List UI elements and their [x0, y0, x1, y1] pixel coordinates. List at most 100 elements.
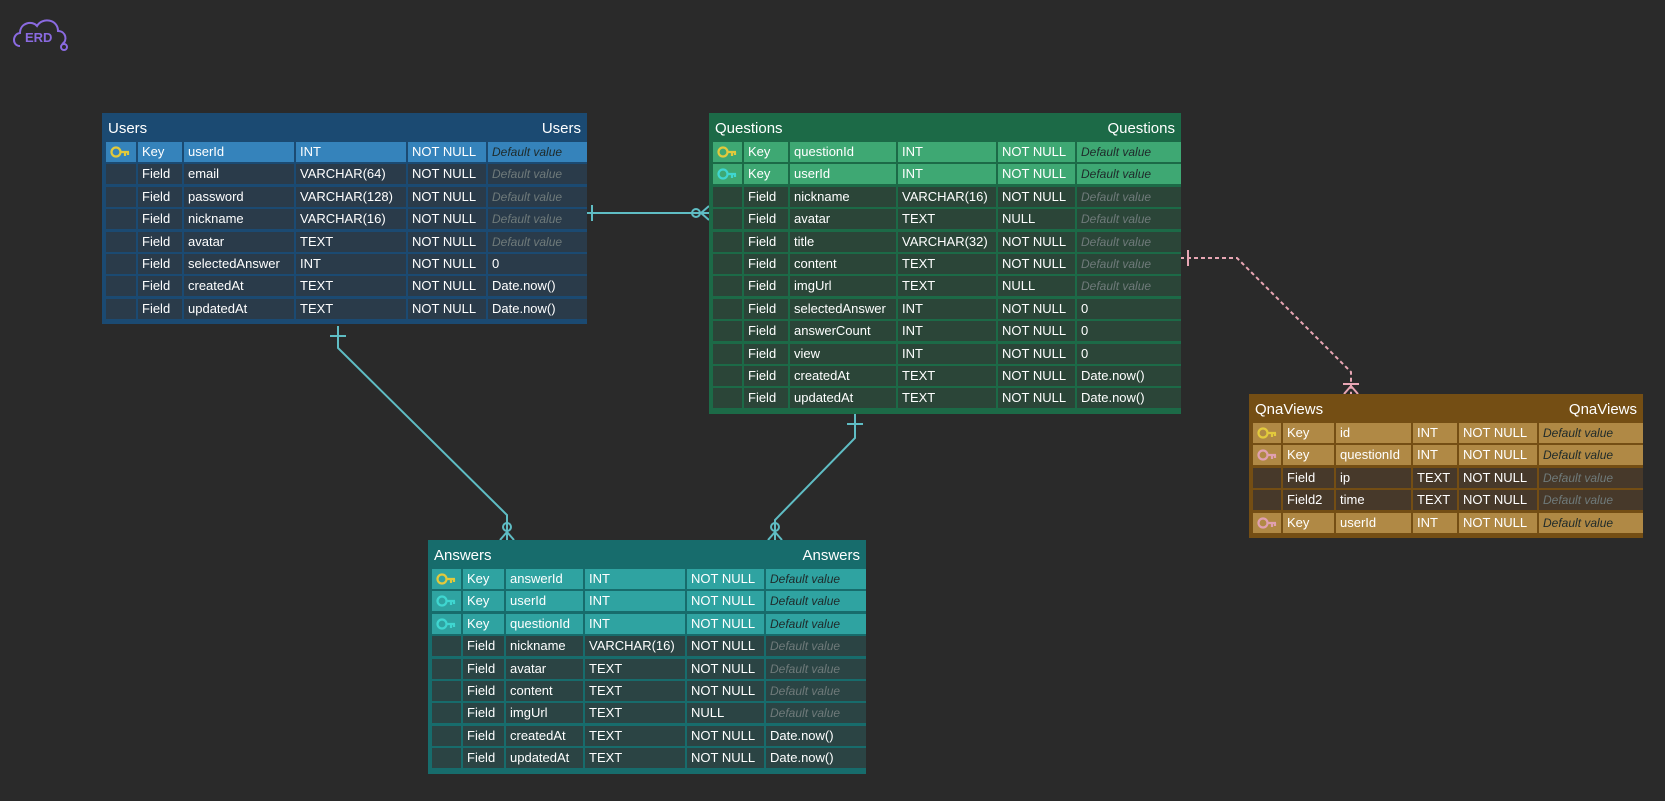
table-row: Field content TEXT NOT NULL Default value [713, 254, 1181, 274]
column-default: Default value [488, 164, 587, 185]
key-icon-cell [713, 164, 742, 185]
key-icon-cell [1253, 423, 1281, 443]
column-null: NOT NULL [687, 681, 764, 701]
column-type: TEXT [296, 231, 406, 252]
key-icon-cell [432, 703, 461, 724]
column-name: createdAt [184, 276, 294, 297]
column-null: NOT NULL [1459, 445, 1537, 466]
key-icon-cell [1253, 445, 1281, 466]
table-row: Key userId INT NOT NULL Default value [432, 591, 866, 612]
column-kind: Field [744, 186, 788, 207]
column-type: VARCHAR(128) [296, 186, 406, 207]
table-header: QnaViews QnaViews [1251, 396, 1641, 422]
column-type: INT [585, 569, 685, 589]
column-kind: Field [744, 231, 788, 252]
column-null: NOT NULL [687, 591, 764, 612]
column-name: avatar [506, 658, 583, 679]
column-default: 0 [1077, 343, 1181, 364]
column-type: INT [1413, 445, 1457, 466]
column-default: Default value [488, 186, 587, 207]
column-null: NOT NULL [998, 298, 1075, 319]
column-type: VARCHAR(16) [585, 636, 685, 657]
key-icon-cell [432, 748, 461, 769]
column-null: NOT NULL [408, 186, 486, 207]
column-type: INT [296, 254, 406, 274]
table-name: QnaViews [1255, 400, 1324, 418]
column-name: avatar [790, 209, 896, 230]
column-type: VARCHAR(16) [296, 209, 406, 230]
column-null: NOT NULL [408, 231, 486, 252]
table-row: Key userId INT NOT NULL Default value [713, 164, 1181, 185]
column-kind: Field [744, 298, 788, 319]
column-name: updatedAt [790, 388, 896, 409]
key-icon-cell [713, 388, 742, 409]
column-null: NOT NULL [998, 164, 1075, 185]
column-type: TEXT [898, 209, 996, 230]
table-row: Field password VARCHAR(128) NOT NULL Default… [106, 186, 587, 207]
column-default: Default value [1077, 186, 1181, 207]
table-row: Field ip TEXT NOT NULL Default value [1253, 467, 1643, 488]
table: QnaViews QnaViews Key id INT NOT NULL Default … [1249, 394, 1643, 538]
key-icon-cell [713, 366, 742, 386]
key-icon-cell [106, 231, 136, 252]
column-name: nickname [184, 209, 294, 230]
column-type: INT [898, 142, 996, 162]
key-icon-cell [1253, 467, 1281, 488]
column-name: selectedAnswer [790, 298, 896, 319]
column-null: NULL [998, 209, 1075, 230]
many-marker [767, 530, 783, 541]
column-default: Default value [1077, 254, 1181, 274]
table-row: Field title VARCHAR(32) NOT NULL Default val… [713, 231, 1181, 252]
column-kind: Field2 [1283, 490, 1334, 511]
table-header: Questions Questions [711, 115, 1179, 141]
column-name: imgUrl [790, 276, 896, 297]
column-null: NOT NULL [408, 209, 486, 230]
column-null: NOT NULL [408, 254, 486, 274]
column-kind: Field [463, 703, 504, 724]
column-null: NOT NULL [687, 725, 764, 746]
column-kind: Key [1283, 445, 1334, 466]
column-default: Date.now() [766, 725, 866, 746]
column-name: questionId [506, 613, 583, 634]
table-row: Key userId INT NOT NULL Default value [1253, 512, 1643, 533]
column-null: NOT NULL [998, 321, 1075, 342]
column-type: VARCHAR(16) [898, 186, 996, 207]
column-null: NOT NULL [408, 276, 486, 297]
column-kind: Field [744, 209, 788, 230]
column-kind: Field [463, 658, 504, 679]
column-null: NOT NULL [408, 298, 486, 319]
table-row: Key questionId INT NOT NULL Default value [432, 613, 866, 634]
column-default: Date.now() [488, 276, 587, 297]
logo-cloud [13, 19, 68, 51]
column-name: userId [790, 164, 896, 185]
column-name: nickname [790, 186, 896, 207]
column-default: Default value [488, 142, 587, 162]
column-name: questionId [790, 142, 896, 162]
table-name-right: Questions [1107, 119, 1175, 137]
column-type: TEXT [898, 276, 996, 297]
key-icon-cell [713, 298, 742, 319]
column-default: Date.now() [766, 748, 866, 769]
key-icon-cell [432, 636, 461, 657]
column-type: TEXT [898, 254, 996, 274]
key-icon-cell [1253, 512, 1281, 533]
column-default: Date.now() [488, 298, 587, 319]
many-marker [1343, 384, 1359, 395]
column-kind: Key [463, 569, 504, 589]
column-default: Default value [1539, 512, 1643, 533]
relation-users-answers [337, 326, 508, 540]
table-row: Field view INT NOT NULL 0 [713, 343, 1181, 364]
column-name: email [184, 164, 294, 185]
column-default: Default value [1077, 164, 1181, 185]
column-default: Default value [766, 703, 866, 724]
column-type: TEXT [585, 658, 685, 679]
key-icon-cell [106, 164, 136, 185]
column-null: NOT NULL [1459, 423, 1537, 443]
column-type: TEXT [898, 388, 996, 409]
table: Users Users Key userId INT NOT NULL Default va… [102, 113, 587, 325]
column-name: userId [184, 142, 294, 162]
column-type: INT [1413, 512, 1457, 533]
column-type: TEXT [898, 366, 996, 386]
